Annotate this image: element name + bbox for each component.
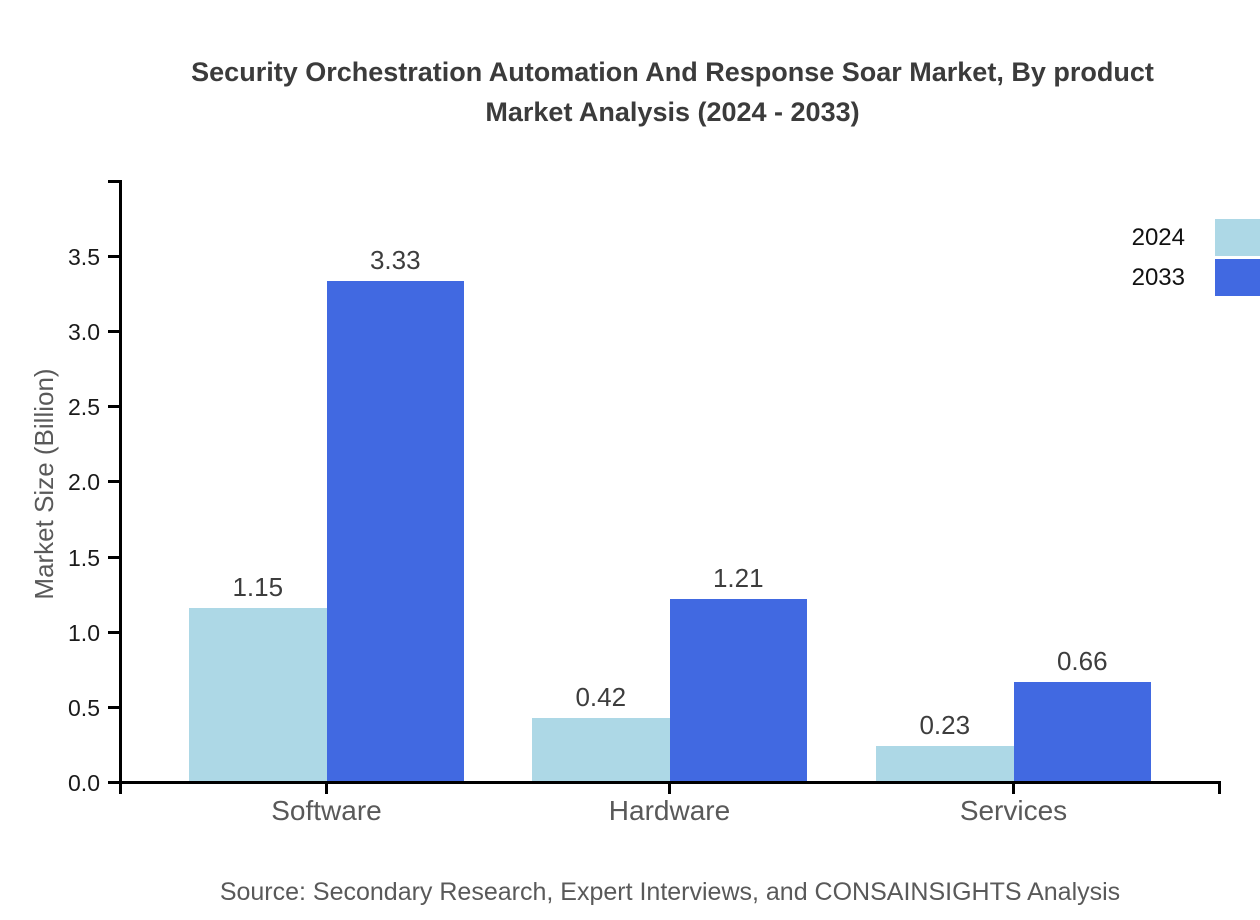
x-tick [325, 784, 328, 794]
legend-label-2024: 2024 [1131, 223, 1185, 251]
category-label-software: Software [271, 795, 382, 826]
y-tick-label: 3.5 [68, 243, 100, 270]
y-tick-label: 2.5 [68, 394, 100, 421]
legend-item-2024: 2024 [1115, 219, 1260, 256]
x-tick [668, 784, 671, 794]
y-tick [108, 555, 119, 559]
y-tick-label: 3.0 [68, 319, 100, 346]
y-tick-label: 2.0 [68, 469, 100, 496]
x-axis-line [119, 781, 1221, 784]
y-tick [108, 254, 119, 258]
bar-software-2024 [189, 608, 327, 781]
y-tick-label: 1.5 [68, 544, 100, 571]
legend-swatch-2033-icon [1215, 259, 1260, 296]
category-label-hardware: Hardware [608, 795, 731, 826]
chart-title: Security Orchestration Automation And Re… [90, 52, 1255, 132]
legend-swatch-2024-icon [1215, 219, 1260, 256]
y-tick-label: 1.0 [68, 619, 100, 646]
bar-value-label-software-2024: 1.15 [232, 572, 284, 603]
chart-title-line-1: Security Orchestration Automation And Re… [191, 57, 1154, 87]
bar-value-label-hardware-2033: 1.21 [712, 563, 764, 594]
y-tick [108, 630, 119, 634]
source-note: Source: Secondary Research, Expert Inter… [219, 878, 1121, 906]
bar-hardware-2033 [669, 599, 807, 781]
x-axis-end-tick [1218, 781, 1221, 794]
y-axis-top-tick [108, 180, 119, 183]
y-tick [108, 330, 119, 334]
y-tick [108, 405, 119, 409]
y-axis-line [119, 180, 122, 794]
bar-services-2033 [1013, 681, 1151, 781]
y-tick-label: 0.0 [68, 770, 100, 796]
chart-title-line-2: Market Analysis (2024 - 2033) [485, 97, 860, 127]
bar-value-label-services-2024: 0.23 [919, 710, 971, 741]
bar-software-2033 [326, 280, 464, 781]
bar-value-label-services-2033: 0.66 [1056, 645, 1108, 676]
legend: 2024 2033 [1115, 219, 1260, 299]
y-tick [108, 480, 119, 484]
bar-value-label-software-2033: 3.33 [369, 244, 421, 275]
legend-item-2033: 2033 [1115, 259, 1260, 296]
category-label-services: Services [959, 795, 1068, 826]
bar-services-2024 [876, 746, 1014, 781]
legend-label-2033: 2033 [1131, 263, 1185, 291]
x-tick [1012, 784, 1015, 794]
bar-hardware-2024 [532, 717, 670, 781]
y-tick-label: 0.5 [68, 694, 100, 721]
bar-value-label-hardware-2024: 0.42 [575, 681, 627, 712]
y-tick [108, 705, 119, 709]
y-tick [108, 781, 119, 784]
